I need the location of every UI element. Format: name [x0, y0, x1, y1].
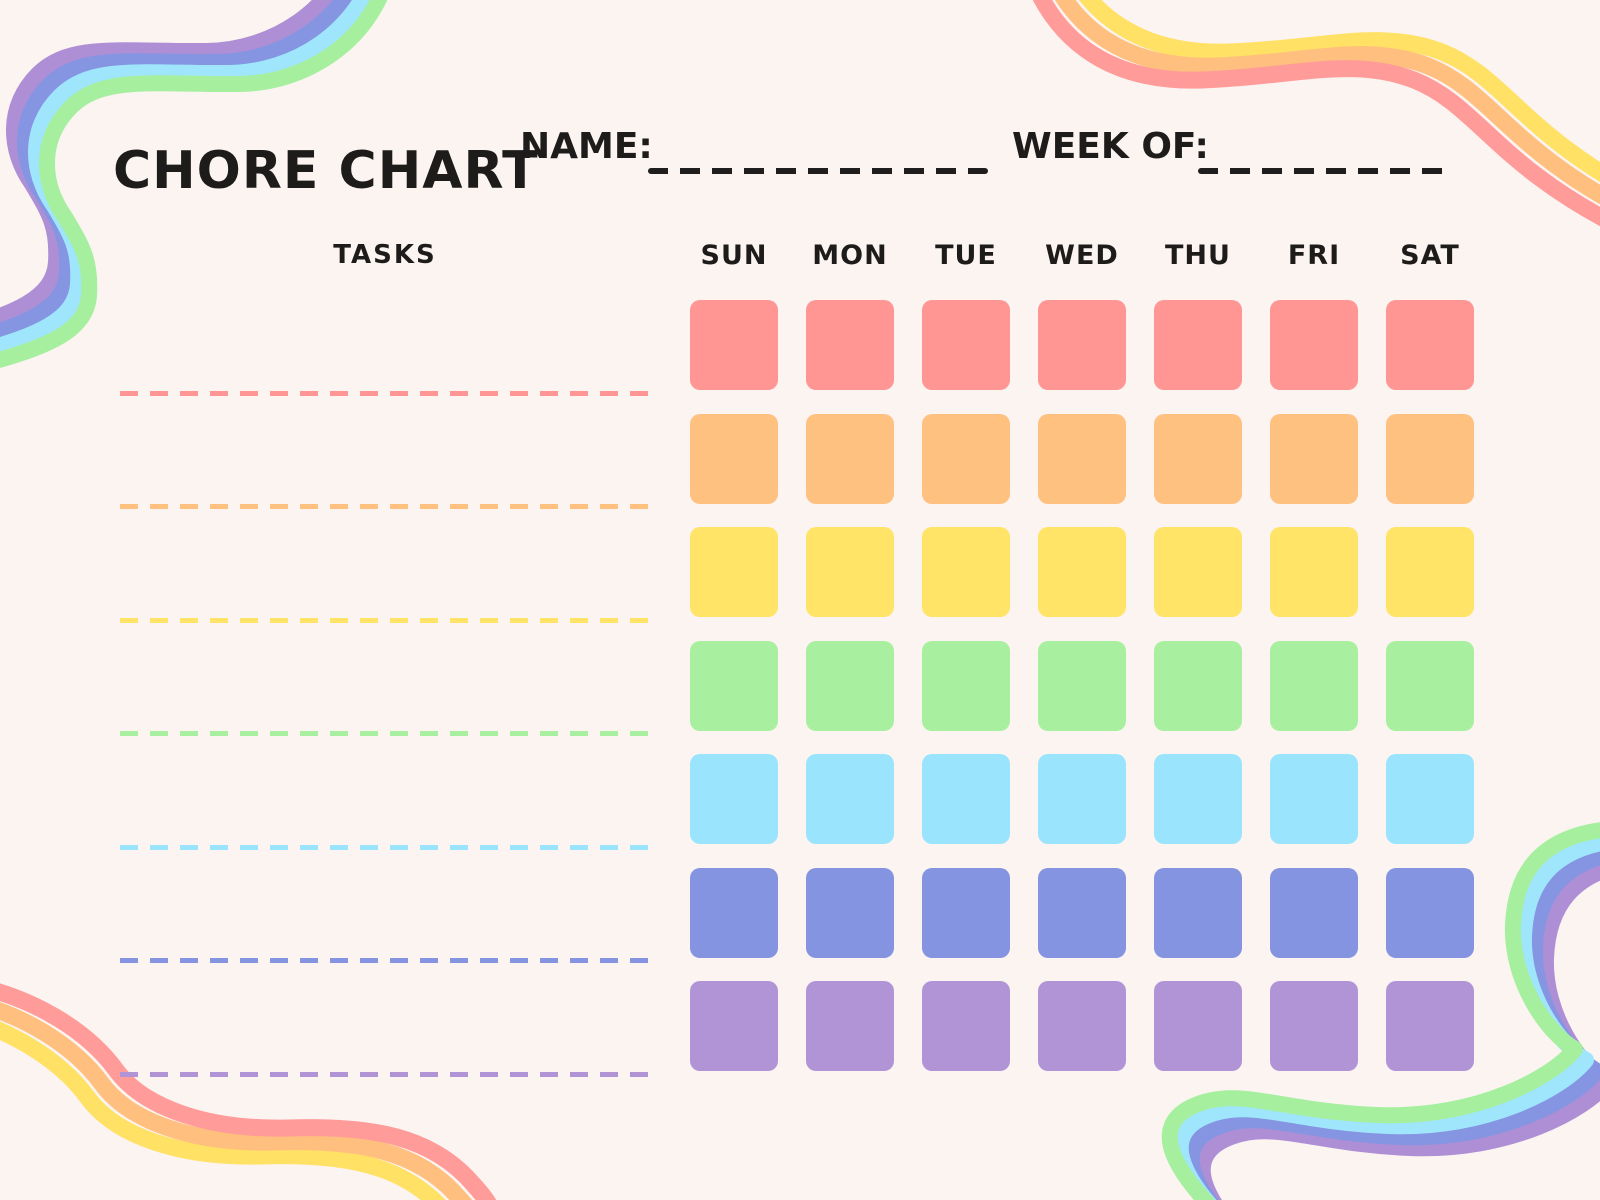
chore-cell-row6-tue[interactable]	[922, 867, 1010, 958]
chore-cell-row4-mon[interactable]	[806, 640, 894, 731]
rainbow-bottom-left	[0, 983, 497, 1200]
page-title: CHORE CHART	[113, 140, 539, 201]
chore-cell-row3-thu[interactable]	[1154, 527, 1242, 617]
chore-cell-row6-sat[interactable]	[1386, 867, 1474, 958]
ribbon-stripe-orange	[1055, 0, 1600, 205]
chore-cell-row7-mon[interactable]	[806, 981, 894, 1071]
task-input-line-5[interactable]	[120, 844, 648, 850]
chore-cell-row1-wed[interactable]	[1038, 300, 1126, 390]
task-input-line-1[interactable]	[120, 390, 648, 396]
day-header-tue: TUE	[935, 240, 997, 271]
chore-cell-row7-fri[interactable]	[1270, 981, 1358, 1071]
tasks-column-header: TASKS	[333, 240, 437, 270]
chore-cell-row1-sun[interactable]	[690, 300, 778, 390]
chore-cell-row7-thu[interactable]	[1154, 981, 1242, 1071]
task-input-line-6[interactable]	[120, 958, 648, 963]
day-header-sun: SUN	[700, 240, 768, 271]
chore-cell-row1-thu[interactable]	[1154, 300, 1242, 390]
chore-cell-row3-sat[interactable]	[1386, 527, 1474, 617]
chore-cell-row2-wed[interactable]	[1038, 413, 1126, 504]
day-header-sat: SAT	[1400, 240, 1460, 271]
chore-cell-row2-fri[interactable]	[1270, 413, 1358, 504]
chore-cell-row3-wed[interactable]	[1038, 527, 1126, 617]
chore-cell-row5-fri[interactable]	[1270, 754, 1358, 844]
chore-cell-row6-sun[interactable]	[690, 867, 778, 958]
chore-cell-row6-mon[interactable]	[806, 867, 894, 958]
chore-cell-row4-tue[interactable]	[922, 640, 1010, 731]
chore-cell-row1-tue[interactable]	[922, 300, 1010, 390]
week-of-input-line[interactable]	[1198, 168, 1448, 174]
chore-cell-row3-fri[interactable]	[1270, 527, 1358, 617]
chore-cell-row3-mon[interactable]	[806, 527, 894, 617]
chore-cell-row5-wed[interactable]	[1038, 754, 1126, 844]
chore-cell-row7-wed[interactable]	[1038, 981, 1126, 1071]
chore-cell-row5-tue[interactable]	[922, 754, 1010, 844]
chore-cell-row5-sat[interactable]	[1386, 754, 1474, 844]
chore-cell-row1-mon[interactable]	[806, 300, 894, 390]
week-of-label: WEEK OF:	[1012, 126, 1209, 167]
chore-cell-row4-sun[interactable]	[690, 640, 778, 731]
chore-cell-row4-wed[interactable]	[1038, 640, 1126, 731]
chore-cell-row6-thu[interactable]	[1154, 867, 1242, 958]
task-input-line-7[interactable]	[120, 1071, 648, 1077]
chore-cell-row2-tue[interactable]	[922, 413, 1010, 504]
chore-cell-row7-sat[interactable]	[1386, 981, 1474, 1071]
chore-cell-row2-sun[interactable]	[690, 413, 778, 504]
day-header-wed: WED	[1045, 240, 1119, 271]
chore-cell-row1-fri[interactable]	[1270, 300, 1358, 390]
chore-cell-row6-fri[interactable]	[1270, 867, 1358, 958]
rainbow-top-right	[1032, 0, 1600, 227]
task-input-line-2[interactable]	[120, 504, 648, 509]
chore-cell-row2-thu[interactable]	[1154, 413, 1242, 504]
day-header-mon: MON	[812, 240, 888, 271]
chore-cell-row4-thu[interactable]	[1154, 640, 1242, 731]
chore-cell-row2-sat[interactable]	[1386, 413, 1474, 504]
day-header-fri: FRI	[1287, 240, 1341, 271]
task-input-line-4[interactable]	[120, 731, 648, 736]
chore-cell-row7-tue[interactable]	[922, 981, 1010, 1071]
chore-cell-row5-sun[interactable]	[690, 754, 778, 844]
chore-cell-row6-wed[interactable]	[1038, 867, 1126, 958]
chore-cell-row5-mon[interactable]	[806, 754, 894, 844]
name-input-line[interactable]	[648, 168, 988, 174]
day-header-thu: THU	[1165, 240, 1231, 271]
ribbon-stripe-yellow	[0, 1021, 446, 1200]
chore-cell-row1-sat[interactable]	[1386, 300, 1474, 390]
chore-cell-row2-mon[interactable]	[806, 413, 894, 504]
chore-cell-row3-tue[interactable]	[922, 527, 1010, 617]
chore-cell-row3-sun[interactable]	[690, 527, 778, 617]
name-label: NAME:	[520, 126, 653, 167]
ribbon-stripe-pink	[1032, 0, 1600, 227]
chore-cell-row4-fri[interactable]	[1270, 640, 1358, 731]
chore-cell-row7-sun[interactable]	[690, 981, 778, 1071]
task-input-line-3[interactable]	[120, 617, 648, 623]
ribbon-stripe-orange	[0, 1002, 473, 1200]
chore-cell-row5-thu[interactable]	[1154, 754, 1242, 844]
chore-cell-row4-sat[interactable]	[1386, 640, 1474, 731]
ribbon-stripe-pink	[0, 983, 497, 1200]
